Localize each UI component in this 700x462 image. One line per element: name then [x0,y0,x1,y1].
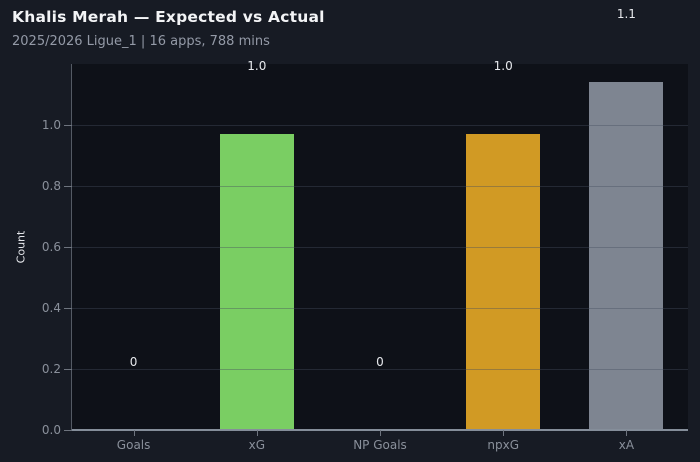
bar-value-label-xa: 1.1 [616,7,636,22]
y-tick [64,430,72,431]
y-tick [64,186,72,187]
grid-line [72,125,688,126]
grid-line [72,186,688,187]
chart-title: Khalis Merah — Expected vs Actual [12,8,325,26]
x-tick [133,430,135,436]
bar-xg [219,134,294,430]
x-tick-label-xg: xG [248,438,265,452]
y-tick-label: 0.0 [41,423,61,437]
bar-value-label-goals: 0 [129,355,138,369]
x-tick-label-goals: Goals [116,438,151,452]
y-tick [64,308,72,309]
x-tick-label-npxg: npxG [487,438,519,452]
x-tick [626,430,628,436]
y-tick [64,125,72,126]
bar-value-label-np-goals: 0 [376,355,384,369]
x-tick [380,430,381,436]
y-tick [64,369,72,370]
x-tick-label-np-goals: NP Goals [353,438,407,452]
bar-value-label-xg: 1.0 [247,59,267,74]
x-tick [256,430,258,436]
y-tick-label: 0.6 [41,240,61,254]
y-axis-label: Count [14,230,28,264]
grid-line [72,308,688,309]
grid-line [72,247,688,248]
y-tick-label: 0.2 [41,362,61,376]
bar-value-label-npxg: 1.0 [493,59,513,74]
y-tick-label: 0.8 [41,179,61,193]
bar-xa [589,82,664,430]
x-tick [503,430,505,436]
y-tick-label: 1.0 [41,118,61,132]
x-tick-label-xa: xA [618,438,635,452]
bar-npxg [466,134,541,430]
plot-area: 0.0 0.2 0.4 0.6 0.8 1.0 Goals xG NP Goals npxG xA 0… [42,7,688,452]
grid-line [72,369,688,370]
y-tick-label: 0.4 [41,301,61,315]
chart-subtitle: 2025/2026 Ligue_1 | 16 apps, 788 mins [12,34,270,49]
y-tick [64,247,72,248]
